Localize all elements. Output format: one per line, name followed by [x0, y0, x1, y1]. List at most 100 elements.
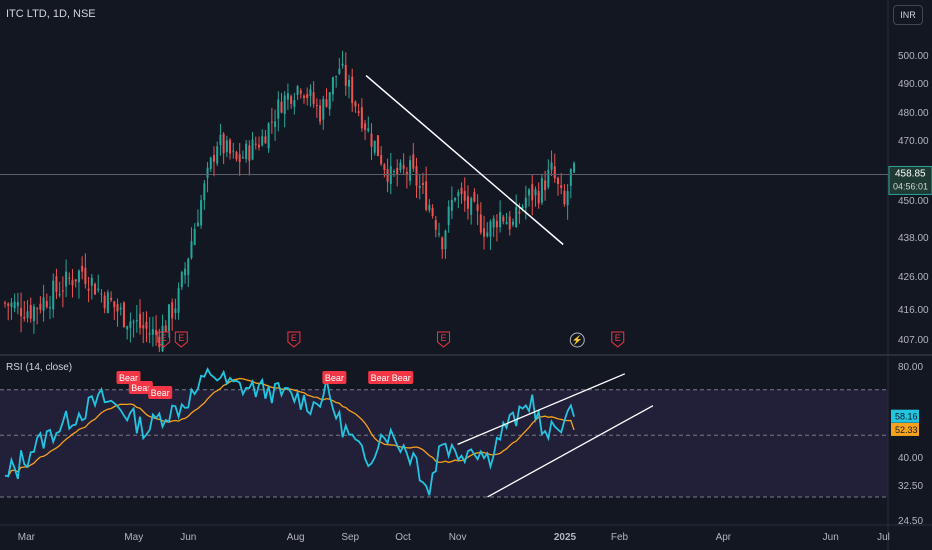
candle-body [142, 325, 145, 329]
candle-body [502, 216, 505, 222]
candle-body [412, 154, 415, 169]
candle-body [241, 157, 244, 159]
time-tick-label: Aug [287, 532, 305, 543]
candle-body [499, 211, 502, 228]
candle-body [139, 313, 142, 328]
candle-body [10, 302, 13, 307]
earnings-marker [287, 331, 301, 348]
price-tick-label: 450.00 [898, 196, 929, 207]
candle-body [74, 279, 77, 282]
candle-body [187, 258, 190, 275]
price-tick-label: 470.00 [898, 136, 929, 147]
candle-body [190, 241, 193, 258]
candle-body [94, 283, 97, 295]
time-tick-label: Sep [341, 532, 359, 543]
candle-body [383, 164, 386, 170]
candle-body [550, 162, 553, 170]
earnings-marker [157, 331, 171, 348]
candle-body [232, 150, 235, 152]
candle-body [200, 200, 203, 226]
time-tick-label: Jul [877, 532, 890, 543]
candle-body [126, 326, 129, 330]
candle-body [511, 221, 514, 225]
candle-body [547, 169, 550, 188]
time-tick-label: Jun [180, 532, 196, 543]
candle-body [216, 146, 219, 164]
axes: 500.00 490.00 480.00 470.00 450.00 438.00 426.… [18, 51, 929, 543]
candle-body [505, 222, 508, 225]
chart-title: ITC LTD, 1D, NSE [6, 8, 96, 20]
time-tick-label: Feb [611, 532, 629, 543]
candle-body [158, 336, 161, 348]
dividend-marker [569, 332, 585, 348]
rsi-value-tag [891, 409, 919, 423]
rsi-tick-label: 32.50 [898, 481, 923, 492]
candle-body [238, 154, 241, 162]
candle-body [492, 218, 495, 228]
candle-body [193, 229, 196, 245]
candles [4, 50, 576, 352]
candle-body [515, 207, 518, 227]
candle-body [518, 211, 521, 214]
candle-body [42, 297, 45, 311]
candle-body [174, 308, 177, 313]
candle-body [553, 166, 556, 179]
candle-body [13, 301, 16, 309]
candle-body [270, 121, 273, 123]
candle-body [441, 237, 444, 250]
candle-body [479, 214, 482, 233]
candle-body [58, 293, 61, 296]
bear-label-box [128, 381, 153, 394]
candle-body [560, 185, 563, 188]
candle-body [23, 316, 26, 319]
rsi-title: RSI (14, close) [6, 362, 73, 373]
candle-body [129, 321, 132, 328]
currency-button[interactable]: INR [893, 5, 923, 25]
bear-label: Bear [392, 373, 411, 383]
candle-body [97, 288, 100, 291]
candle-body [421, 183, 424, 185]
candle-body [396, 167, 399, 175]
candle-body [203, 183, 206, 201]
candle-body [229, 139, 232, 154]
price-tick-label: 438.00 [898, 233, 929, 244]
candle-body [370, 133, 373, 147]
candle-body [267, 123, 270, 149]
candle-body [528, 189, 531, 196]
candle-body [450, 200, 453, 211]
bear-label: Bear [119, 373, 138, 383]
candle-body [61, 290, 64, 292]
candle-body [171, 302, 174, 319]
candle-body [434, 220, 437, 230]
candle-body [264, 136, 267, 144]
candle-body [248, 145, 251, 161]
earnings-marker-label: E [161, 333, 167, 343]
candle-body [286, 93, 289, 100]
candle-body [100, 293, 103, 295]
candle-body [132, 321, 135, 323]
candle-body [486, 232, 489, 237]
candle-body [212, 155, 215, 162]
candle-body [148, 333, 151, 335]
candle-body [151, 329, 154, 335]
rsi-tick-label: 40.00 [898, 453, 923, 464]
candle-body [84, 267, 87, 285]
candle-body [348, 79, 351, 87]
bear-label-box [389, 371, 414, 384]
candle-body [16, 302, 19, 307]
candle-body [438, 233, 441, 235]
candle-body [573, 163, 576, 173]
candle-body [460, 187, 463, 194]
candle-body [277, 99, 280, 119]
candle-body [444, 230, 447, 250]
earnings-marker-label: E [291, 333, 297, 343]
candle-body [521, 206, 524, 209]
candle-body [351, 76, 354, 104]
candle-body [544, 180, 547, 191]
candle-body [373, 140, 376, 153]
candle-body [290, 96, 293, 104]
candle-body [357, 111, 360, 113]
candle-body [563, 190, 566, 205]
